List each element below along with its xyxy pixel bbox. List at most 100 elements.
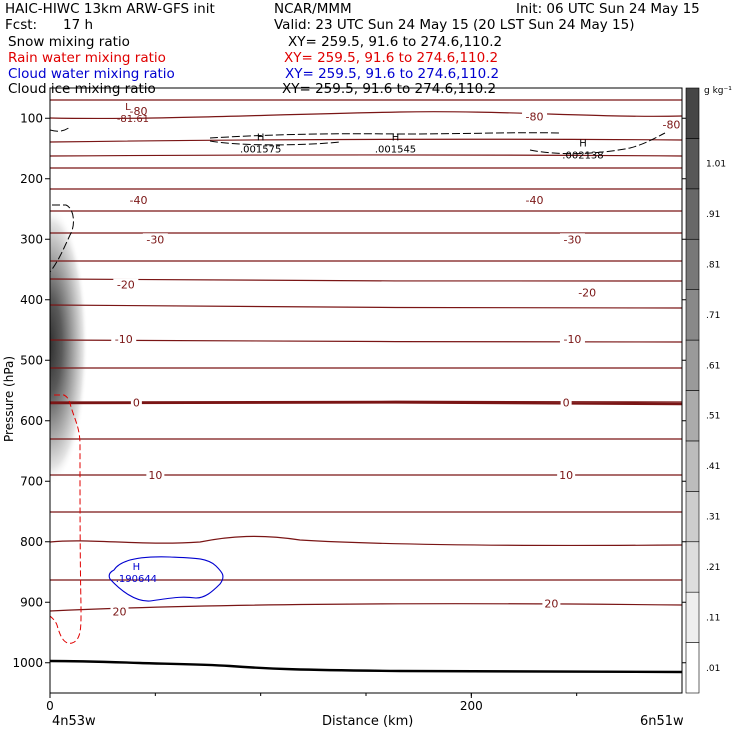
colorbar-unit: g kg⁻¹ [704, 86, 732, 96]
forecast-label: Fcst: [5, 17, 38, 33]
contour-label-bg [113, 278, 139, 290]
cloud-ice-contour [529, 132, 666, 155]
field-label-cloud-ice: Cloud ice mixing ratio [8, 81, 156, 97]
temperature-contour-line [50, 400, 682, 403]
temperature-contour-label: 0 [133, 397, 140, 410]
cloud-water-contour [108, 556, 224, 602]
colorbar: .01 .11 .21 .31 .41 .51 .61 .71 .81 .91 1.01 [685, 87, 726, 694]
temperature-contours [50, 99, 682, 612]
contour-label-bg [559, 333, 585, 345]
cloud-ice-contour [209, 132, 561, 139]
rain-water-contour [50, 394, 82, 644]
colorbar-swatch [685, 188, 700, 240]
colorbar-label: .81 [706, 260, 720, 270]
temperature-contour-label: -40 [129, 194, 147, 207]
extremum-marker: H [579, 139, 587, 150]
temperature-contour-label: -40 [526, 194, 544, 207]
colorbar-swatch [685, 138, 700, 190]
contour-label-bg [125, 193, 151, 205]
colorbar-swatch [685, 238, 700, 290]
center-label: NCAR/MMM [274, 1, 352, 17]
temperature-contour-label: -30 [146, 233, 164, 246]
field-xy-cloud-water: XY= 259.5, 91.6 to 274.6,110.2 [285, 66, 500, 82]
colorbar-label: .31 [706, 513, 720, 523]
contour-label-bg [560, 396, 572, 408]
extremum-value: -81.61 [117, 114, 149, 125]
field-label-rain: Rain water mixing ratio [8, 50, 166, 66]
temperature-contour-label: 20 [113, 605, 127, 618]
contour-label-bg [542, 597, 561, 609]
extremum-value: .002138 [562, 151, 603, 162]
colorbar-swatch [685, 440, 700, 492]
colorbar-label: .11 [706, 613, 720, 623]
temperature-contour-line [50, 304, 682, 309]
cloud-ice-contour [50, 204, 74, 273]
colorbar-label: .71 [706, 311, 720, 321]
extremum-marker: H [133, 562, 141, 573]
snow-mixing-ratio-shading [50, 205, 92, 485]
init-time: Init: 06 UTC Sun 24 May 15 [516, 1, 700, 17]
contour-label-bg [130, 396, 142, 408]
contour-label-bg [522, 193, 548, 205]
colorbar-swatch [685, 591, 700, 643]
y-tick-label: 1000 [12, 656, 43, 670]
contour-label-bg [146, 469, 165, 481]
forecast-hour: 17 h [63, 17, 94, 33]
y-tick-label: 200 [20, 172, 43, 186]
y-tick-label: 400 [20, 293, 43, 307]
colorbar-swatch [685, 541, 700, 593]
temperature-contour-label: -80 [129, 105, 147, 118]
temperature-contour-line [50, 339, 682, 343]
colorbar-label: 1.01 [706, 160, 726, 170]
colorbar-swatch [685, 491, 700, 543]
contour-label-bg [110, 605, 129, 617]
contour-label-bg [574, 286, 600, 298]
temperature-contour-line [50, 138, 682, 143]
contour-label-bg [125, 104, 151, 116]
extremum-value: .001575 [240, 144, 281, 155]
chart-title: HAIC-HIWC 13km ARW-GFS init [5, 1, 215, 17]
contour-label-bg [557, 469, 576, 481]
x-axis-end-label: 6n51w [640, 714, 684, 729]
contour-label-bg [559, 233, 585, 245]
y-tick-label: 900 [20, 595, 43, 609]
valid-time: Valid: 23 UTC Sun 24 May 15 (20 LST Sun … [274, 17, 635, 33]
contour-label-bg [522, 110, 548, 122]
extremum-value: .001545 [375, 144, 416, 155]
temperature-contour-label: 20 [544, 597, 558, 610]
x-axis-label: Distance (km) [322, 714, 413, 729]
temperature-contour-line [50, 535, 682, 547]
colorbar-swatch [685, 289, 700, 341]
colorbar-swatch [685, 642, 700, 694]
field-label-snow: Snow mixing ratio [8, 34, 130, 50]
cloud-ice-contour [50, 126, 71, 132]
extremum-marker: H [257, 132, 265, 143]
contour-label-bg [111, 333, 137, 345]
colorbar-label: .51 [706, 412, 720, 422]
y-tick-label: 300 [20, 232, 43, 246]
temperature-contour-label: -20 [117, 279, 135, 292]
terrain-surface-line [50, 659, 682, 674]
x-tick-label: 0 [46, 699, 54, 713]
temperature-contour-line [50, 154, 682, 157]
temperature-contour-line [50, 111, 682, 120]
extremum-value: .190644 [116, 574, 157, 585]
colorbar-label: .41 [706, 462, 720, 472]
temperature-contour-label: 0 [563, 397, 570, 410]
cloud-ice-contours [50, 126, 666, 273]
field-xy-rain: XY= 259.5, 91.6 to 274.6,110.2 [284, 50, 499, 66]
temperature-contour-label: -10 [563, 333, 581, 346]
contour-label-bg [658, 118, 682, 130]
y-tick-label: 800 [20, 535, 43, 549]
extremum-marker: L [125, 102, 131, 113]
temperature-contour-label: -30 [563, 233, 581, 246]
temperature-contour-label: -80 [662, 118, 680, 131]
y-axis-label: Pressure (hPa) [2, 356, 16, 442]
temperature-contour-label: -80 [526, 110, 544, 123]
freezing-level-contour [50, 401, 682, 406]
temperature-contour-label: -10 [115, 333, 133, 346]
colorbar-label: .61 [706, 361, 720, 371]
colorbar-label: .91 [706, 210, 720, 220]
temperature-contour-line [50, 603, 682, 612]
